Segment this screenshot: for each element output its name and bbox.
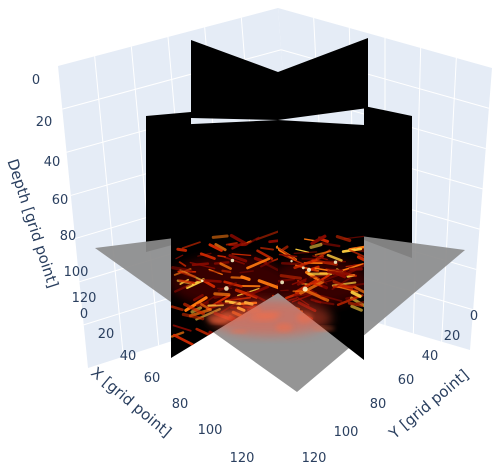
y-axis-tick-label: 40 (422, 349, 439, 364)
x-axis-tick-label: 40 (120, 349, 137, 364)
x-axis-ticks: 0 20 40 60 80 100 120 (80, 307, 255, 465)
y-axis-tick-label: 120 (302, 451, 327, 465)
z-axis-ticks: 0 20 40 60 80 100 120 (32, 73, 97, 306)
y-axis-ticks: 0 20 40 60 80 100 120 (302, 309, 479, 465)
x-slice-back (191, 40, 278, 120)
z-axis-tick-label: 0 (32, 73, 40, 88)
z-axis-tick-label: 60 (52, 193, 69, 208)
x-axis-tick-label: 120 (230, 451, 255, 465)
y-slice-back (278, 38, 368, 120)
x-axis-tick-label: 100 (198, 423, 223, 438)
x-axis-tick-label: 0 (80, 307, 88, 322)
y-axis-tick-label: 0 (470, 309, 478, 324)
y-slice-upper-right (364, 106, 412, 258)
z-axis-tick-label: 40 (44, 155, 61, 170)
y-axis-tick-label: 20 (444, 329, 461, 344)
y-axis-tick-label: 60 (398, 373, 415, 388)
z-axis-tick-label: 20 (36, 115, 53, 130)
z-axis-tick-label: 100 (64, 265, 89, 280)
z-axis-tick-label: 80 (60, 229, 77, 244)
x-axis-tick-label: 60 (144, 371, 161, 386)
y-axis-tick-label: 80 (370, 397, 387, 412)
y-axis-tick-label: 100 (334, 425, 359, 440)
z-slice-heat (205, 300, 335, 336)
z-axis-tick-label: 120 (72, 291, 97, 306)
x-axis-tick-label: 20 (98, 327, 115, 342)
z-axis-title: Depth [grid point] (3, 157, 62, 291)
x-axis-tick-label: 80 (172, 397, 189, 412)
x-axis-title: X [grid point] (87, 363, 175, 441)
